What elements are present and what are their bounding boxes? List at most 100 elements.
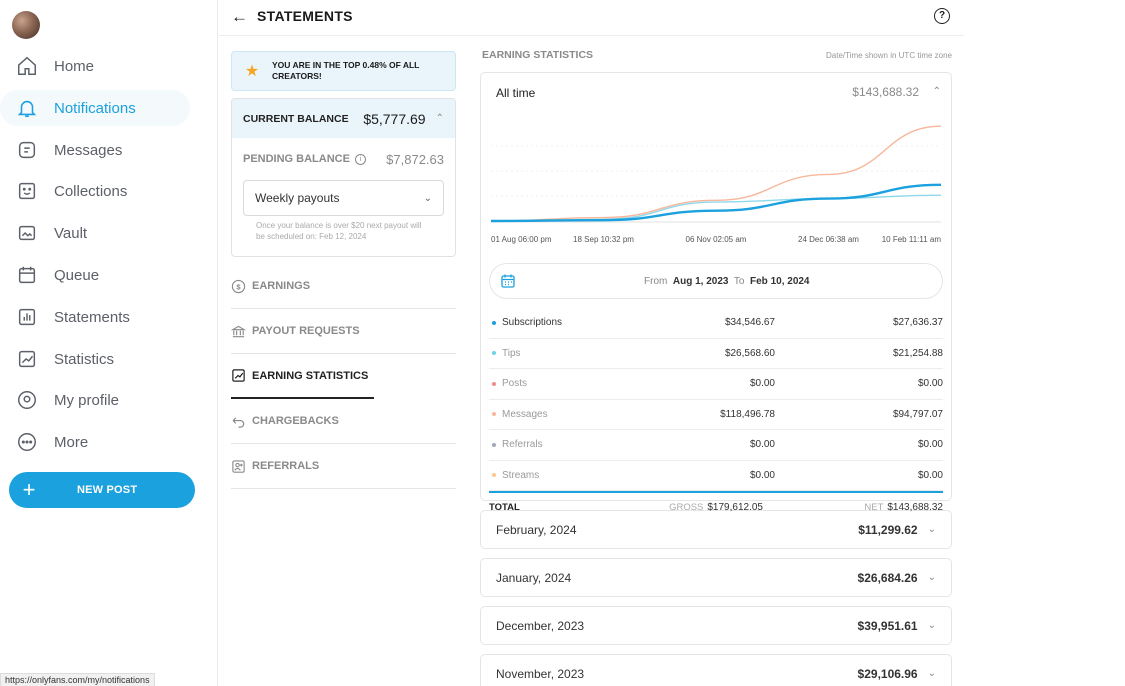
chevron-up-icon[interactable]: ⌃ [932, 86, 941, 97]
month-row[interactable]: November, 2023 $29,106.96 ⌄ [480, 654, 952, 686]
svg-text:$: $ [236, 282, 241, 291]
star-icon: ★ [244, 63, 260, 80]
sidebar-item-vault[interactable]: Vault [0, 215, 190, 251]
row-gross: $118,496.78 [720, 408, 775, 420]
x-tick-label: 01 Aug 06:00 pm [491, 235, 552, 244]
month-value: $11,299.62 [858, 522, 918, 537]
month-label: December, 2023 [496, 618, 585, 633]
menu-item-payout-requests[interactable]: PAYOUT REQUESTS [231, 309, 456, 354]
sidebar-item-label: More [54, 433, 89, 451]
sidebar-item-more[interactable]: More [0, 424, 190, 460]
banner-text: YOU ARE IN THE TOP 0.48% OF ALL CREATORS… [272, 60, 420, 81]
table-row: Subscriptions $34,546.67 $27,636.37 [489, 308, 943, 339]
month-row[interactable]: February, 2024 $11,299.62 ⌄ [480, 510, 952, 549]
timezone-note: Date/Time shown in UTC time zone [826, 50, 952, 60]
sidebar-item-notifications[interactable]: Notifications [0, 90, 190, 126]
section-title: EARNING STATISTICS [482, 49, 594, 61]
menu-item-chargebacks[interactable]: CHARGEBACKS [231, 399, 456, 444]
row-name: Referrals [502, 439, 543, 451]
row-name: Messages [502, 408, 548, 420]
total-row: TOTAL GROSS $179,612.05 NET $143,688.32 [489, 491, 943, 521]
series-line-tips [490, 194, 942, 222]
info-icon[interactable]: i [354, 153, 366, 165]
chevron-down-icon: ⌄ [927, 572, 936, 583]
month-value: $39,951.61 [857, 618, 918, 633]
month-value: $26,684.26 [857, 570, 918, 585]
chevron-down-icon: ⌄ [927, 524, 936, 535]
sidebar-item-my-profile[interactable]: My profile [0, 382, 190, 418]
sidebar-item-label: Messages [54, 141, 123, 159]
sidebar-item-label: Vault [54, 224, 88, 242]
net-total: $143,688.32 [887, 501, 943, 513]
legend-dot [492, 381, 496, 386]
row-gross: $0.00 [749, 378, 775, 390]
legend-dot [492, 442, 496, 447]
menu-item-earnings[interactable]: $ EARNINGS [231, 264, 456, 309]
current-balance-row[interactable]: CURRENT BALANCE $5,777.69 ⌃ [232, 99, 455, 138]
sidebar-item-label: Collections [54, 182, 128, 200]
row-net: $0.00 [917, 378, 943, 390]
chevron-down-icon: ⌄ [927, 620, 936, 631]
left-sidebar: Home Notifications Messages Collections … [0, 0, 218, 686]
status-url: https://onlyfans.com/my/notifications [0, 673, 155, 686]
table-row: Messages $118,496.78 $94,797.07 [489, 400, 943, 430]
series-line-subscriptions [490, 183, 942, 223]
total-label: TOTAL [489, 501, 520, 513]
statistics-card: All time $143,688.32 ⌃ 01 Aug 06:00 pm 18… [480, 72, 952, 513]
row-name: Posts [502, 378, 528, 390]
period-total: $143,688.32 [852, 85, 919, 99]
section-header: EARNING STATISTICS Date/Time shown in UT… [480, 44, 952, 66]
sidebar-item-home[interactable]: Home [0, 48, 190, 84]
table-row: Streams $0.00 $0.00 [489, 461, 943, 491]
balance-card: CURRENT BALANCE $5,777.69 ⌃ PENDING BALA… [231, 98, 456, 257]
sidebar-item-label: Statistics [54, 350, 115, 368]
chevron-up-icon[interactable]: ⌃ [435, 113, 444, 124]
dollar-icon: $ [231, 279, 246, 293]
row-net: $27,636.37 [892, 317, 943, 329]
help-icon[interactable]: ? [934, 8, 950, 24]
month-row[interactable]: December, 2023 $39,951.61 ⌄ [480, 606, 952, 645]
avatar[interactable] [12, 11, 40, 39]
sidebar-item-label: Home [54, 57, 95, 75]
chevron-down-icon: ⌄ [423, 192, 432, 204]
row-name: Streams [502, 469, 540, 481]
page-title: STATEMENTS [257, 8, 353, 24]
menu-item-label: EARNING STATISTICS [252, 369, 369, 382]
referral-icon [232, 459, 245, 473]
sidebar-item-label: My profile [54, 391, 120, 409]
x-tick-label: 24 Dec 06:38 am [798, 235, 859, 244]
new-post-button[interactable]: + NEW POST [9, 472, 195, 508]
x-tick-label: 06 Nov 02:05 am [686, 235, 747, 244]
page-header: ← STATEMENTS ? [219, 0, 964, 36]
payout-frequency-select[interactable]: Weekly payouts ⌄ [243, 180, 444, 216]
gross-total: $179,612.05 [707, 501, 763, 513]
net-label: NET [864, 501, 884, 513]
table-row: Tips $26,568.60 $21,254.88 [489, 339, 943, 369]
sidebar-item-statements[interactable]: Statements [0, 299, 190, 335]
month-row[interactable]: January, 2024 $26,684.26 ⌄ [480, 558, 952, 597]
legend-dot [492, 320, 496, 325]
sidebar-item-statistics[interactable]: Statistics [0, 341, 190, 377]
statements-icon [18, 308, 36, 326]
date-to-label: To [733, 275, 745, 287]
vault-icon [18, 225, 36, 241]
menu-item-referrals[interactable]: REFERRALS [231, 444, 456, 489]
row-gross: $0.00 [749, 439, 775, 451]
sidebar-item-collections[interactable]: Collections [0, 173, 190, 209]
period-label: All time [496, 86, 536, 100]
menu-item-earning-statistics[interactable]: EARNING STATISTICS [231, 354, 374, 399]
statements-panel: ★ YOU ARE IN THE TOP 0.48% OF ALL CREATO… [231, 51, 456, 489]
sidebar-item-queue[interactable]: Queue [0, 257, 190, 293]
arrow-left-icon[interactable]: ← [231, 7, 248, 26]
earning-statistics-panel: EARNING STATISTICS Date/Time shown in UT… [480, 44, 952, 686]
date-range-picker[interactable]: From Aug 1, 2023 To Feb 10, 2024 [489, 263, 943, 299]
current-balance-value: $5,777.69 [363, 110, 426, 127]
sidebar-item-messages[interactable]: Messages [0, 132, 190, 168]
legend-dot [492, 412, 496, 417]
chart-icon [232, 369, 245, 382]
earnings-chart: 01 Aug 06:00 pm 18 Sep 10:32 pm 06 Nov 02:… [490, 125, 942, 244]
month-value: $29,106.96 [857, 666, 918, 681]
legend-dot [492, 473, 496, 478]
menu-item-label: CHARGEBACKS [252, 415, 339, 427]
payout-hint: Once your balance is over $20 next payou… [256, 221, 422, 241]
